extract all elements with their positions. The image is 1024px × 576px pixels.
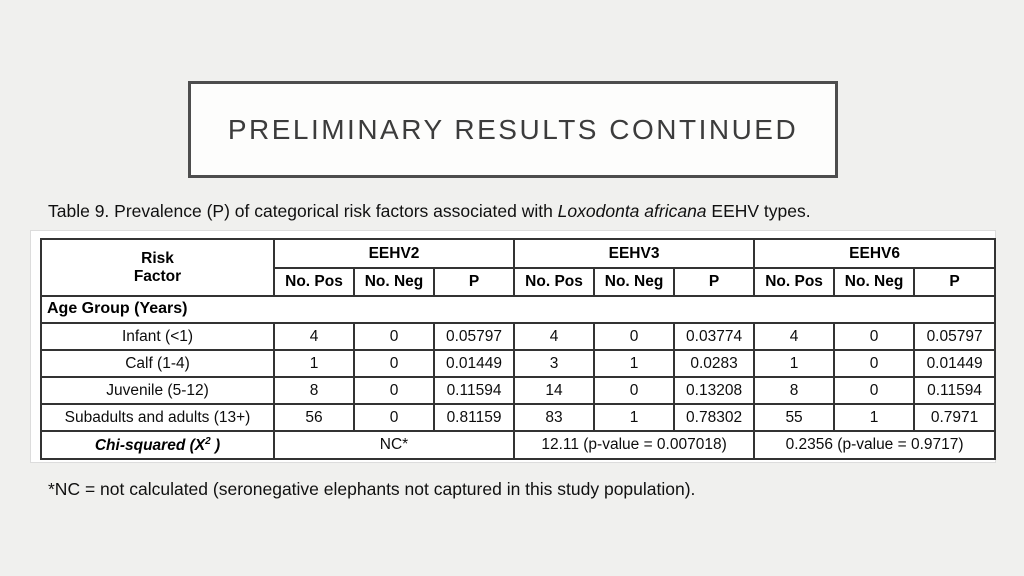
cell-eehv2-pos: 1 bbox=[273, 349, 355, 378]
cell-eehv3-p: 0.03774 bbox=[673, 322, 756, 351]
subheader-p: P bbox=[673, 267, 756, 297]
cell-eehv6-pos: 4 bbox=[753, 322, 836, 351]
table-row-infant: Infant (<1) 4 0 0.05797 4 0 0.03774 4 0 … bbox=[40, 322, 997, 351]
risk-factor-header-line2: Factor bbox=[133, 267, 182, 285]
cell-eehv6-p: 0.05797 bbox=[913, 322, 997, 351]
caption-prefix: Table 9. Prevalence (P) of categorical r… bbox=[48, 201, 558, 221]
cell-eehv3-p: 0.78302 bbox=[673, 403, 756, 432]
section-label: Age Group (Years) bbox=[39, 295, 997, 324]
cell-eehv2-p: 0.01449 bbox=[432, 349, 516, 378]
subheader-no-pos: No. Pos bbox=[513, 267, 596, 297]
row-label: Juvenile (5-12) bbox=[40, 376, 275, 405]
risk-factor-header-line1: Risk bbox=[141, 249, 174, 267]
row-label: Infant (<1) bbox=[40, 322, 275, 351]
header-row-groups: Risk Factor EEHV2 EEHV3 EEHV6 bbox=[40, 238, 997, 297]
cell-eehv3-neg: 1 bbox=[593, 349, 676, 378]
slide-title: PRELIMINARY RESULTS CONTINUED bbox=[227, 113, 799, 145]
chi-value-eehv6: 0.2356 (p-value = 0.9717) bbox=[753, 430, 997, 460]
table-row-juvenile: Juvenile (5-12) 8 0 0.11594 14 0 0.13208… bbox=[40, 376, 997, 405]
cell-eehv3-p: 0.0283 bbox=[673, 349, 756, 378]
cell-eehv6-pos: 55 bbox=[753, 403, 836, 432]
group-header-eehv6: EEHV6 bbox=[753, 238, 997, 269]
cell-eehv2-pos: 4 bbox=[273, 322, 355, 351]
cell-eehv2-neg: 0 bbox=[353, 322, 435, 351]
cell-eehv2-p: 0.81159 bbox=[432, 403, 516, 432]
subheader-no-neg: No. Neg bbox=[353, 267, 435, 297]
group-header-eehv2: EEHV2 bbox=[272, 238, 516, 269]
subheader-no-neg: No. Neg bbox=[833, 267, 916, 297]
subheader-no-neg: No. Neg bbox=[593, 267, 676, 297]
chi-label-close: ) bbox=[210, 436, 221, 454]
chi-label-superscript: 2 bbox=[205, 435, 211, 447]
subheader-p: P bbox=[913, 267, 997, 297]
subheader-no-pos: No. Pos bbox=[273, 267, 355, 297]
caption-suffix: EEHV types. bbox=[706, 201, 811, 221]
title-box: PRELIMINARY RESULTS CONTINUED bbox=[188, 81, 838, 178]
cell-eehv6-p: 0.11594 bbox=[913, 376, 997, 405]
cell-eehv6-p: 0.01449 bbox=[913, 349, 997, 378]
footnote: *NC = not calculated (seronegative eleph… bbox=[48, 479, 696, 499]
header-row-subcolumns: No. Pos No. Neg P No. Pos No. Neg P No. … bbox=[41, 267, 997, 297]
cell-eehv6-neg: 0 bbox=[833, 376, 916, 405]
cell-eehv2-p: 0.11594 bbox=[432, 376, 516, 405]
cell-eehv3-pos: 14 bbox=[513, 376, 596, 405]
cell-eehv6-neg: 1 bbox=[833, 403, 916, 432]
caption-species-name: Loxodonta africana bbox=[557, 201, 707, 221]
cell-eehv3-neg: 1 bbox=[593, 403, 676, 432]
row-label: Calf (1-4) bbox=[40, 349, 275, 378]
chi-value-eehv2: NC* bbox=[272, 430, 516, 460]
table-panel: Risk Factor EEHV2 EEHV3 EEHV6 No. Pos No… bbox=[30, 230, 997, 463]
table-row-subadults: Subadults and adults (13+) 56 0 0.81159 … bbox=[40, 403, 997, 432]
subheader-p: P bbox=[432, 267, 516, 297]
section-row-age-group: Age Group (Years) bbox=[39, 295, 997, 324]
cell-eehv6-neg: 0 bbox=[833, 322, 916, 351]
group-header-eehv3: EEHV3 bbox=[513, 238, 756, 269]
chi-value-eehv3: 12.11 (p-value = 0.007018) bbox=[513, 430, 756, 460]
cell-eehv3-neg: 0 bbox=[593, 376, 676, 405]
cell-eehv3-pos: 83 bbox=[513, 403, 596, 432]
cell-eehv2-neg: 0 bbox=[353, 349, 435, 378]
cell-eehv3-neg: 0 bbox=[593, 322, 676, 351]
chi-squared-label: Chi-squared (X2 ) bbox=[40, 430, 275, 460]
cell-eehv6-p: 0.7971 bbox=[913, 403, 997, 432]
cell-eehv2-pos: 8 bbox=[273, 376, 355, 405]
cell-eehv6-neg: 0 bbox=[833, 349, 916, 378]
table-caption: Table 9. Prevalence (P) of categorical r… bbox=[48, 201, 811, 222]
cell-eehv2-neg: 0 bbox=[353, 376, 435, 405]
table-row-calf: Calf (1-4) 1 0 0.01449 3 1 0.0283 1 0 0.… bbox=[40, 349, 997, 378]
chi-label-text: Chi-squared (X bbox=[94, 436, 206, 454]
chi-squared-row: Chi-squared (X2 ) NC* 12.11 (p-value = 0… bbox=[40, 430, 997, 460]
cell-eehv2-p: 0.05797 bbox=[432, 322, 516, 351]
risk-factor-header-cell: Risk Factor bbox=[40, 238, 275, 297]
cell-eehv3-pos: 4 bbox=[513, 322, 596, 351]
results-table: Risk Factor EEHV2 EEHV3 EEHV6 No. Pos No… bbox=[39, 238, 997, 460]
cell-eehv2-neg: 0 bbox=[353, 403, 435, 432]
cell-eehv6-pos: 8 bbox=[753, 376, 836, 405]
subheader-no-pos: No. Pos bbox=[753, 267, 836, 297]
cell-eehv3-pos: 3 bbox=[513, 349, 596, 378]
cell-eehv3-p: 0.13208 bbox=[673, 376, 756, 405]
cell-eehv6-pos: 1 bbox=[753, 349, 836, 378]
row-label: Subadults and adults (13+) bbox=[40, 403, 275, 432]
cell-eehv2-pos: 56 bbox=[273, 403, 355, 432]
